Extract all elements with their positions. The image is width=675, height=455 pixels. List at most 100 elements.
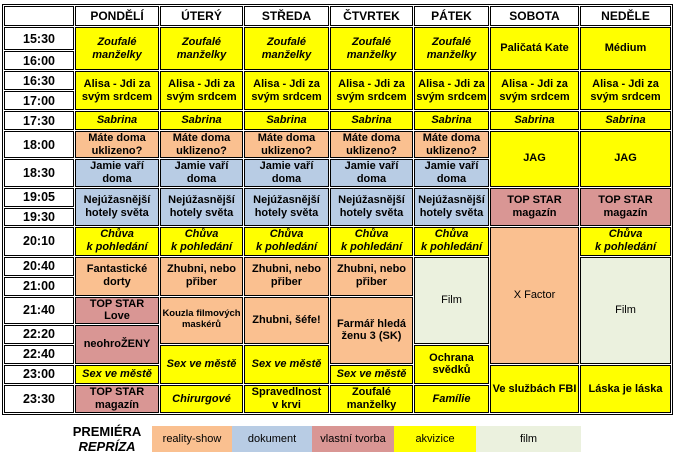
- program-cell: Chirurgové: [160, 384, 243, 413]
- program-cell: Nejúžasnější hotely světa: [330, 187, 413, 226]
- program-cell: Nejúžasnější hotely světa: [75, 187, 159, 226]
- program-cell: Máte doma uklizeno?: [160, 131, 243, 159]
- time-label: 15:30: [4, 27, 74, 50]
- program-cell: Zoufalé manželky: [160, 27, 243, 70]
- program-cell: X Factor: [490, 226, 579, 364]
- program-cell: Zoufalé manželky: [330, 27, 413, 70]
- day-header-2: STŘEDA: [244, 6, 329, 26]
- program-cell: Chůva k pohledání: [414, 226, 489, 256]
- program-cell: Láska je láska: [580, 364, 671, 413]
- legend-swatch-vlastni-tvorba: vlastní tvorba: [312, 426, 394, 453]
- time-label: 20:40: [4, 256, 74, 276]
- program-cell: Zoufalé manželky: [330, 384, 413, 413]
- time-label: 19:30: [4, 207, 74, 226]
- program-cell: Chůva k pohledání: [75, 226, 159, 256]
- program-cell: Máte doma uklizeno?: [75, 131, 159, 159]
- program-cell: Ve službách FBI: [490, 364, 579, 413]
- schedule-table: PONDĚLÍ ÚTERÝ STŘEDA ČTVRTEK PÁTEK SOBOTA NEDĚ…: [2, 4, 673, 415]
- time-label: 22:40: [4, 344, 74, 364]
- time-label: 20:10: [4, 226, 74, 256]
- program-cell: Sex ve městě: [330, 364, 413, 384]
- program-cell: Alisa - Jdi za svým srdcem: [244, 71, 329, 110]
- program-cell: Médium: [580, 27, 671, 70]
- program-cell: Máte doma uklizeno?: [330, 131, 413, 159]
- program-cell: TOP STAR magazín: [75, 384, 159, 413]
- day-header-4: PÁTEK: [414, 6, 489, 26]
- program-cell: Zhubni, nebo přiber: [244, 256, 329, 296]
- legend-style-labels: PREMIÉRA REPRÍZA: [62, 424, 152, 455]
- program-cell: Sex ve městě: [75, 364, 159, 384]
- program-cell: Zhubni, šéfe!: [244, 296, 329, 344]
- time-label: 23:30: [4, 384, 74, 413]
- program-cell: Sex ve městě: [244, 344, 329, 384]
- program-cell: Spravedlnost v krvi: [244, 384, 329, 413]
- program-cell: Sabrina: [490, 111, 579, 130]
- day-header-3: ČTVRTEK: [330, 6, 413, 26]
- program-cell: Chůva k pohledání: [330, 226, 413, 256]
- program-cell: Zhubni, nebo přiber: [160, 256, 243, 296]
- program-cell: Kouzla filmových maskérů: [160, 296, 243, 344]
- legend-swatch-akvizice: akvizice: [394, 426, 476, 453]
- time-label: 16:00: [4, 51, 74, 70]
- program-cell: Alisa - Jdi za svým srdcem: [75, 71, 159, 110]
- program-cell: Zoufalé manželky: [414, 27, 489, 70]
- legend-swatch-reality-show: reality-show: [152, 426, 232, 453]
- day-header-0: PONDĚLÍ: [75, 6, 159, 26]
- time-label: 21:00: [4, 276, 74, 296]
- program-cell: Jamie vaří doma: [244, 159, 329, 187]
- program-cell: Fantastické dorty: [75, 256, 159, 296]
- legend-rerun-label: REPRÍZA: [78, 439, 136, 455]
- time-label: 22:20: [4, 324, 74, 344]
- program-cell: neohroŽENY: [75, 324, 159, 364]
- program-cell: Alisa - Jdi za svým srdcem: [490, 71, 579, 110]
- day-header-row: PONDĚLÍ ÚTERÝ STŘEDA ČTVRTEK PÁTEK SOBOTA NEDĚ…: [4, 6, 671, 26]
- time-label: 17:00: [4, 91, 74, 110]
- legend-swatch-film: film: [476, 426, 581, 453]
- program-cell: Máte doma uklizeno?: [244, 131, 329, 159]
- day-header-6: NEDĚLE: [580, 6, 671, 26]
- program-cell: Alisa - Jdi za svým srdcem: [580, 71, 671, 110]
- program-cell: Alisa - Jdi za svým srdcem: [330, 71, 413, 110]
- program-cell: Máte doma uklizeno?: [414, 131, 489, 159]
- program-cell: TOP STAR Love: [75, 296, 159, 324]
- program-cell: TOP STAR magazín: [580, 187, 671, 226]
- program-cell: Farmář hledá ženu 3 (SK): [330, 296, 413, 364]
- program-cell: Sabrina: [160, 111, 243, 130]
- legend-premiere-label: PREMIÉRA: [72, 423, 142, 439]
- time-label: 18:00: [4, 131, 74, 159]
- program-cell: Chůva k pohledání: [160, 226, 243, 256]
- program-cell: Chůva k pohledání: [244, 226, 329, 256]
- time-label: 21:40: [4, 296, 74, 324]
- program-cell: Jamie vaří doma: [160, 159, 243, 187]
- program-cell: JAG: [490, 131, 579, 187]
- time-label: 19:05: [4, 187, 74, 207]
- program-cell: Zoufalé manželky: [244, 27, 329, 70]
- program-cell: Sabrina: [244, 111, 329, 130]
- program-cell: Alisa - Jdi za svým srdcem: [414, 71, 489, 110]
- time-label: 16:30: [4, 71, 74, 90]
- program-cell: Jamie vaří doma: [414, 159, 489, 187]
- program-cell: Jamie vaří doma: [75, 159, 159, 187]
- day-header-5: SOBOTA: [490, 6, 579, 26]
- program-cell: Paličatá Kate: [490, 27, 579, 70]
- legend: PREMIÉRA REPRÍZA reality-show dokument vla…: [62, 424, 673, 455]
- corner-cell: [4, 6, 74, 26]
- program-cell: Sex ve městě: [160, 344, 243, 384]
- program-cell: Zoufalé manželky: [75, 27, 159, 70]
- program-cell: Jamie vaří doma: [330, 159, 413, 187]
- time-label: 17:30: [4, 111, 74, 130]
- program-cell: Alisa - Jdi za svým srdcem: [160, 71, 243, 110]
- day-header-1: ÚTERÝ: [160, 6, 243, 26]
- program-cell: Film: [580, 256, 671, 364]
- program-cell: Nejúžasnější hotely světa: [244, 187, 329, 226]
- program-cell: Nejúžasnější hotely světa: [414, 187, 489, 226]
- program-cell: Film: [414, 256, 489, 344]
- program-cell: Sabrina: [414, 111, 489, 130]
- program-cell: JAG: [580, 131, 671, 187]
- legend-swatch-dokument: dokument: [232, 426, 312, 453]
- program-cell: TOP STAR magazín: [490, 187, 579, 226]
- time-label: 18:30: [4, 159, 74, 187]
- program-cell: Famílie: [414, 384, 489, 413]
- program-cell: Nejúžasnější hotely světa: [160, 187, 243, 226]
